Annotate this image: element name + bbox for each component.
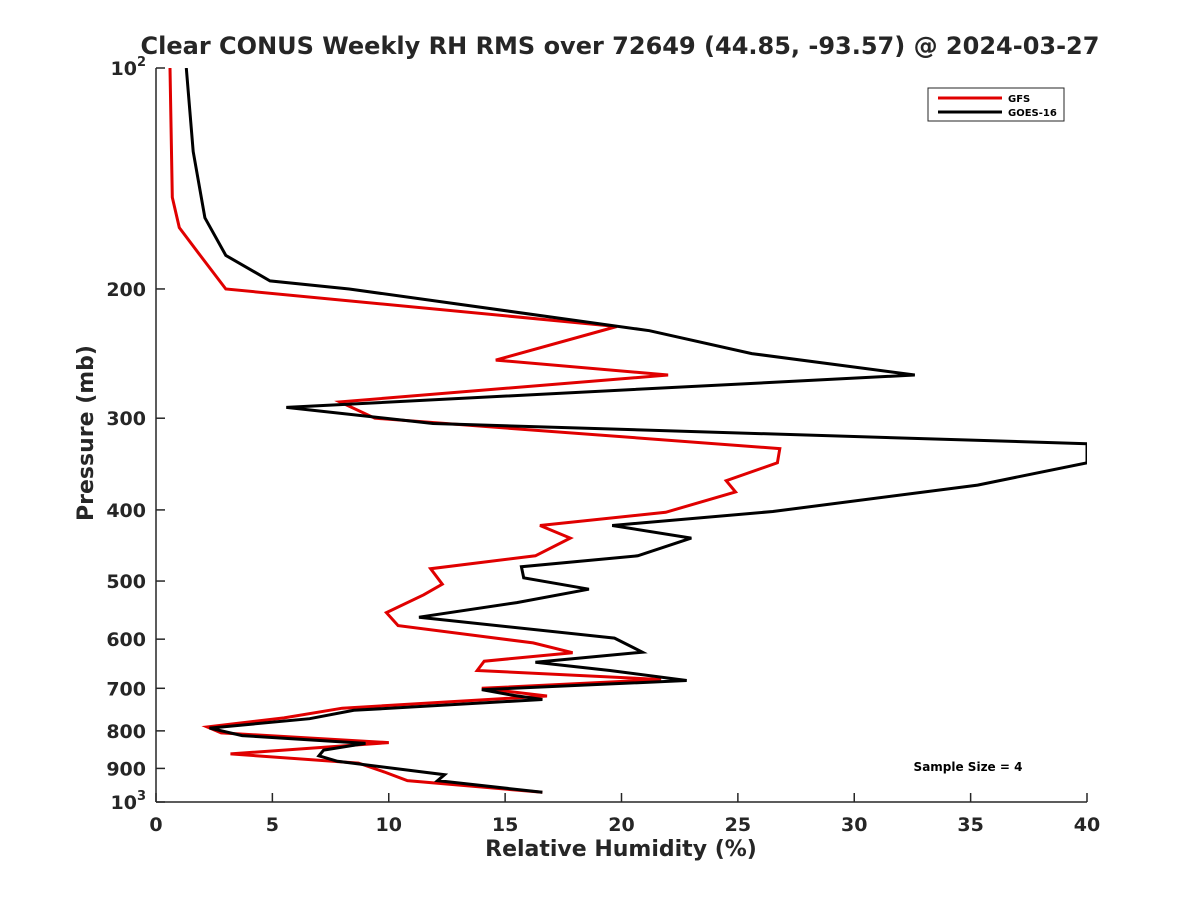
x-tick-label: 5 [266, 814, 279, 836]
x-tick-label: 0 [149, 814, 162, 836]
x-tick-label: 15 [492, 814, 518, 836]
y-tick-label: 600 [106, 629, 146, 651]
y-axis-label: Pressure (mb) [74, 345, 99, 521]
y-tick-label: 200 [106, 279, 146, 301]
y-tick-label: 900 [106, 758, 146, 780]
x-tick-label: 35 [957, 814, 983, 836]
series-line-goes-16 [184, 68, 1087, 794]
y-tick-label: 103 [111, 789, 147, 814]
x-tick-label: 25 [725, 814, 751, 836]
y-ticks: 102 200 300 400 500 600 700 800 900 103 [106, 55, 165, 814]
x-tick-label: 20 [608, 814, 634, 836]
series-layer [168, 68, 1087, 794]
legend-items: GFS GOES-16 [938, 94, 1057, 119]
x-tick-label: 40 [1074, 814, 1100, 836]
legend-box [927, 87, 1065, 122]
chart-title: Clear CONUS Weekly RH RMS over 72649 (44… [141, 32, 1100, 60]
y-tick-label: 500 [106, 571, 146, 593]
y-tick-label: 700 [106, 678, 146, 700]
x-axis-label: Relative Humidity (%) [485, 837, 757, 862]
x-tick-label: 30 [841, 814, 867, 836]
x-tick-label: 10 [376, 814, 402, 836]
x-ticks: 0 5 10 15 20 25 30 35 40 [149, 793, 1100, 836]
y-tick-label: 102 [111, 55, 147, 80]
y-tick-label: 400 [106, 500, 146, 522]
y-tick-label: 300 [106, 408, 146, 430]
plot-area: 0 5 10 15 20 25 30 35 40 102 200 300 400 500 600 700 80… [106, 55, 1100, 836]
legend: GFS GOES-16 [927, 87, 1065, 122]
y-tick-label: 800 [106, 721, 146, 743]
legend-label: GFS [1008, 94, 1030, 105]
legend-label: GOES-16 [1008, 108, 1057, 119]
sample-size-annotation: Sample Size = 4 [914, 760, 1023, 774]
